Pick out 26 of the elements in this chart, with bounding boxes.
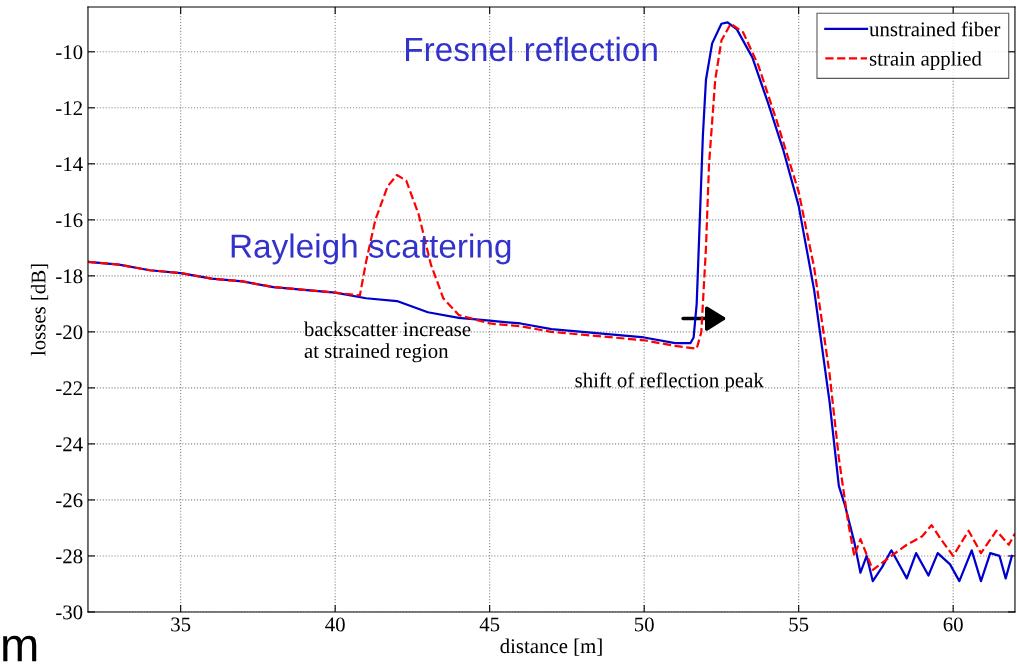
x-tick-label: 35 [171,617,191,632]
y-tick-label: -30 [56,605,83,620]
text: m [3,635,37,662]
y-axis-title: losses [dB] [30,264,49,356]
y-tick-label: -24 [56,437,83,452]
y-tick-label: -10 [56,45,83,60]
x-tick-label: 40 [325,617,345,632]
y-tick-label: -14 [56,157,83,172]
annotation: shift of reflection peak [575,372,764,392]
y-tick-label: -26 [56,493,83,508]
x-tick-label: 60 [943,617,963,632]
y-tick-label: -22 [56,381,82,396]
annotation: backscatter increase at strained region [303,321,471,363]
annotation: Rayleigh scattering [231,233,511,265]
y-tick-label: -20 [56,325,83,340]
y-tick-label: -16 [56,213,83,228]
x-tick-label: 50 [634,617,654,632]
x-tick-label: 45 [479,617,500,632]
y-tick-label: -28 [56,549,83,564]
y-tick-label: -18 [56,269,83,284]
legend-label: strain applied [869,51,982,71]
x-tick-label: 55 [789,617,809,632]
y-tick-label: -12 [56,101,82,116]
x-axis-title: distance [m] [500,638,602,656]
legend-label: unstrained fiber [869,21,1001,37]
annotation: Fresnel reflection [405,36,657,62]
